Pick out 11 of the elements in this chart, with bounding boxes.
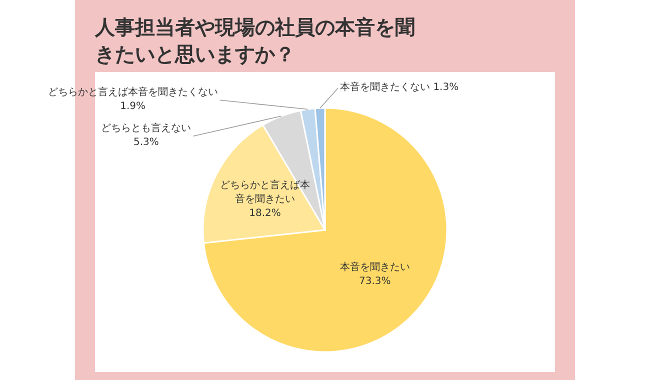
data-label: 18.2%	[249, 208, 281, 219]
data-label: 73.3%	[359, 276, 391, 287]
slice-label: どちらとも言えない	[101, 123, 192, 134]
slice-label: どちらかと言えば本音を聞きたい	[220, 180, 310, 205]
slice-label: 本音を聞きたい	[340, 262, 410, 273]
slice-label: 本音を聞きたくない 1.3%	[340, 81, 459, 96]
chart-title: 人事担当者や現場の社員の本音を聞きたいと思いますか？	[95, 14, 416, 68]
pie-slice	[202, 107, 448, 353]
data-label: 1.9%	[120, 101, 146, 112]
data-label: 5.3%	[133, 137, 159, 148]
slice-label: どちらかと言えば本音を聞きたくない	[48, 87, 218, 98]
